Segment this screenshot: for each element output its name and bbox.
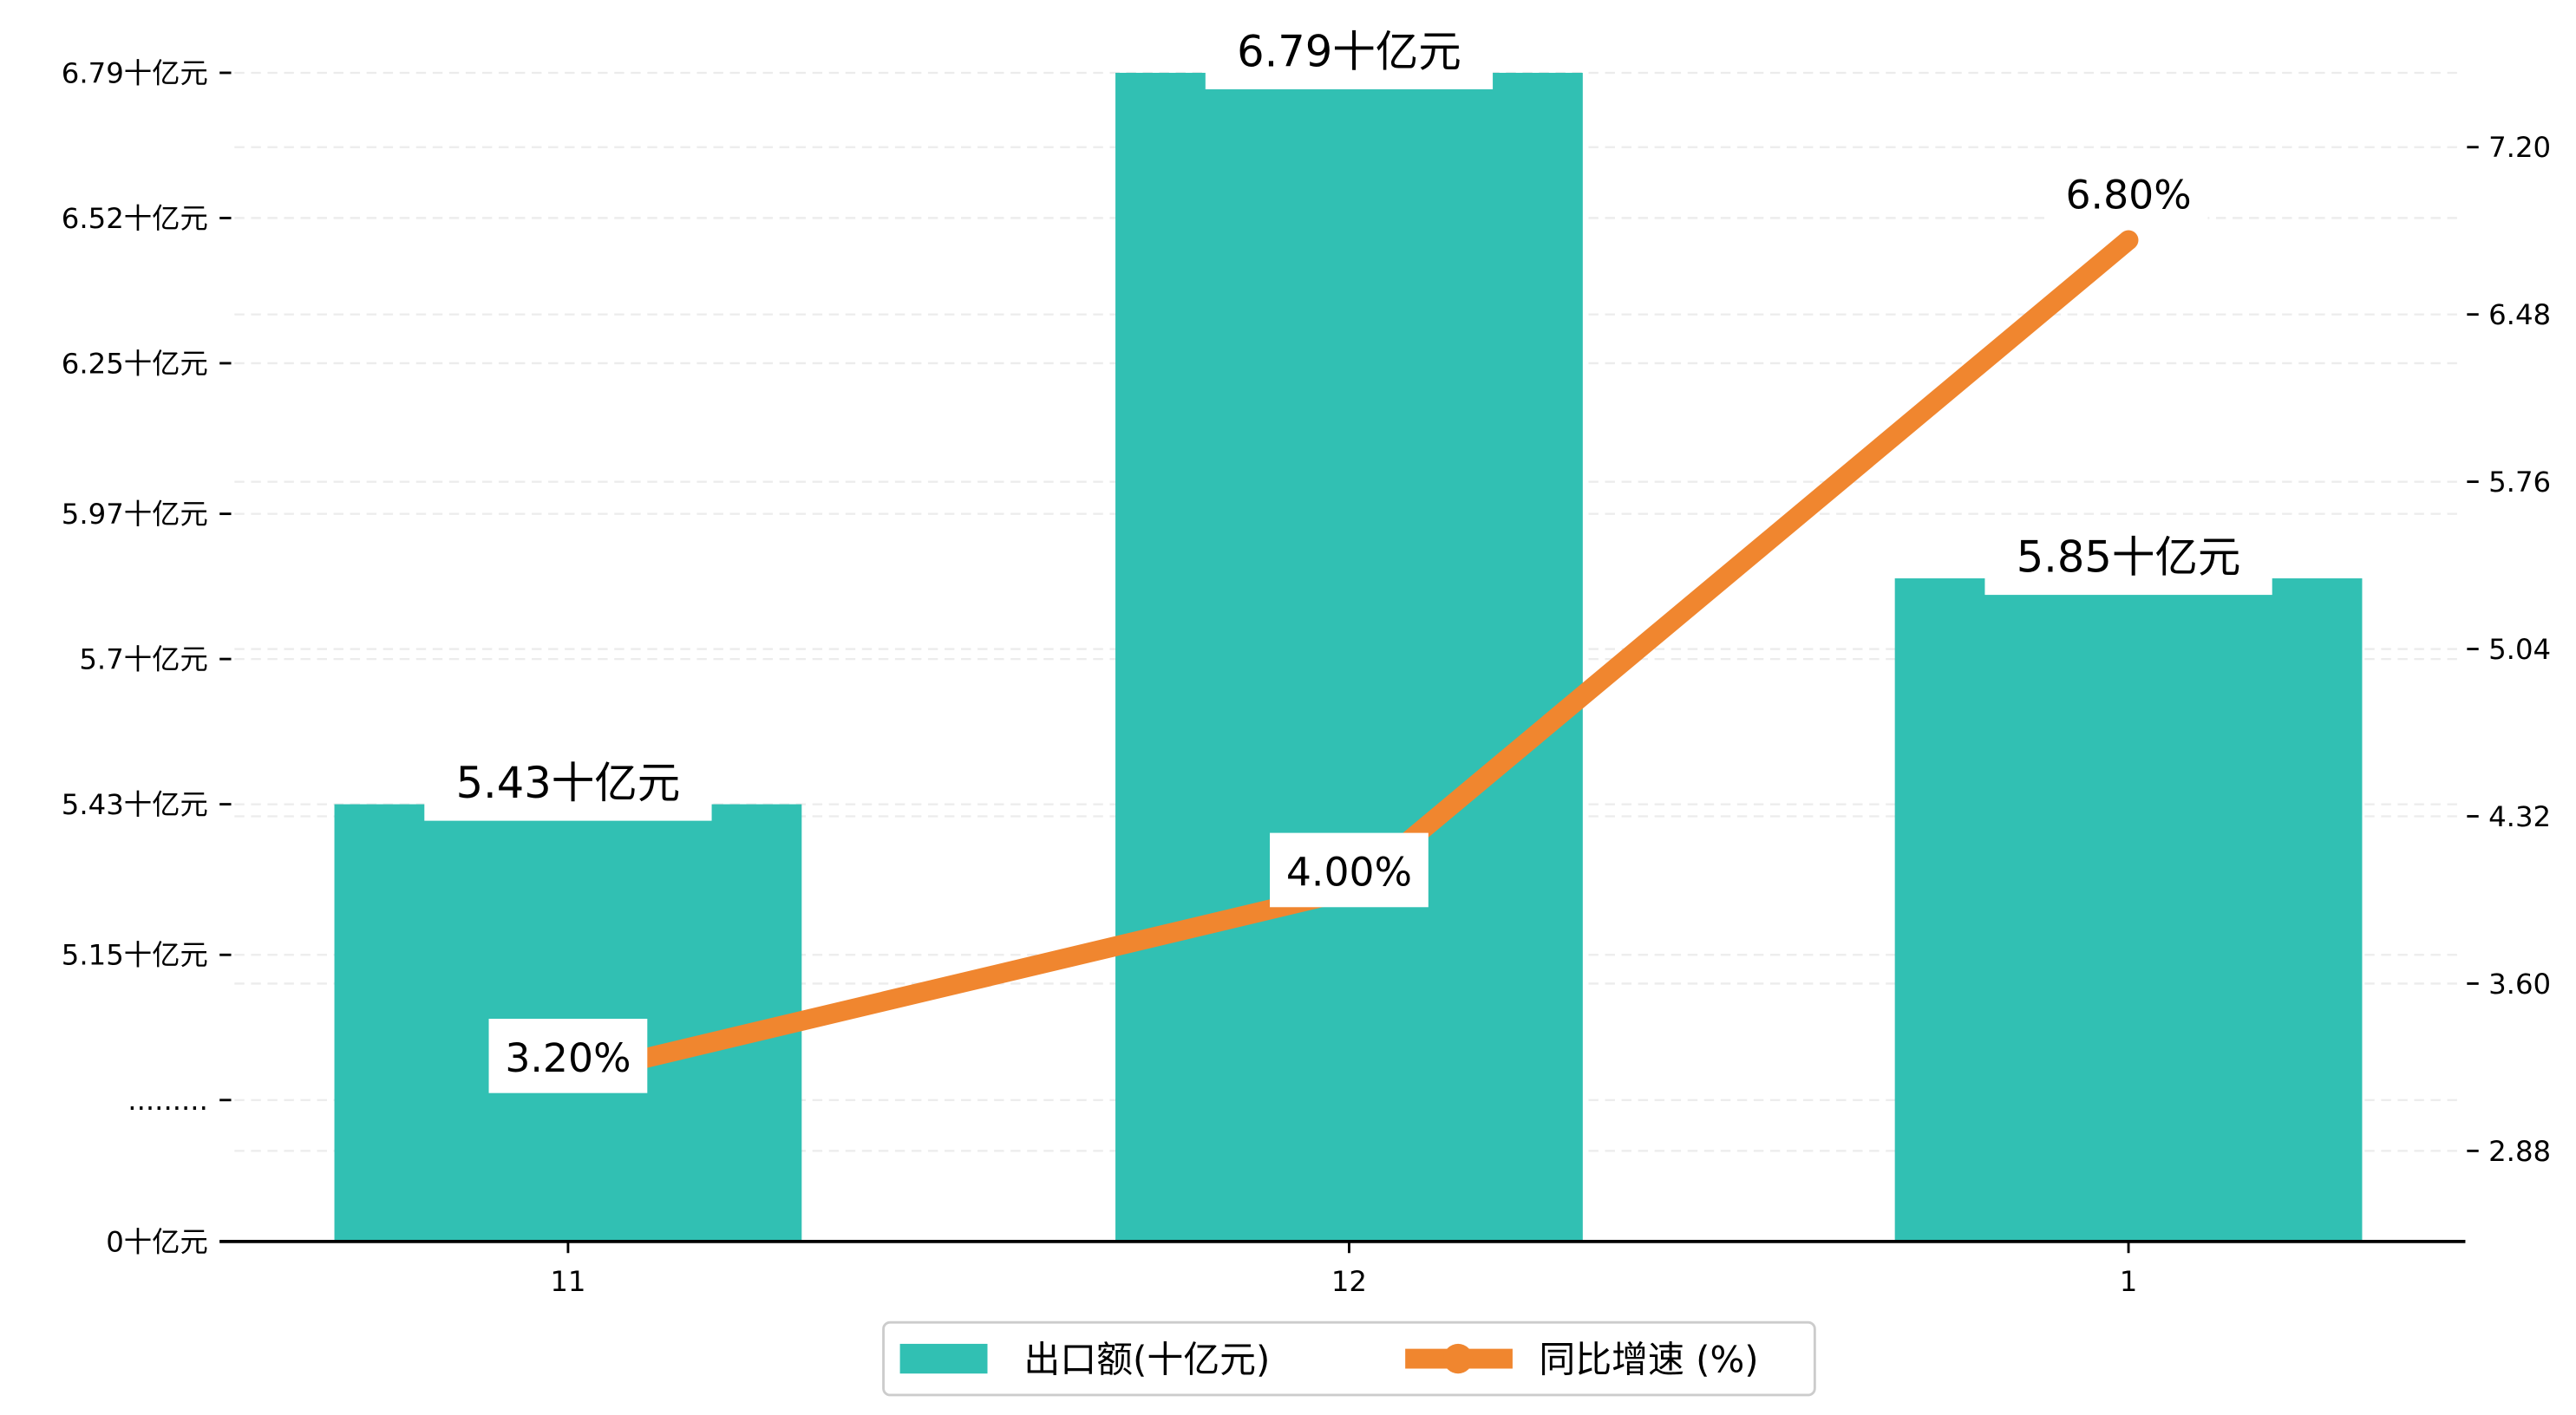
left-tick-label: 5.15十亿元 bbox=[62, 939, 208, 972]
right-tick-label: 7.20 bbox=[2488, 131, 2551, 164]
bar-label-bg bbox=[1984, 528, 2272, 596]
legend-bar-swatch bbox=[899, 1343, 988, 1374]
x-tick-label: 12 bbox=[1331, 1265, 1367, 1298]
left-tick-label: 5.43十亿元 bbox=[62, 788, 208, 821]
line-value-label: 3.20% bbox=[505, 1035, 631, 1081]
bar-value-label: 5.43十亿元 bbox=[456, 758, 681, 808]
right-tick-label: 4.32 bbox=[2488, 800, 2551, 833]
x-tick-label: 1 bbox=[2120, 1265, 2138, 1298]
right-tick-label: 5.04 bbox=[2488, 633, 2551, 666]
line-label-bg bbox=[1270, 832, 1429, 908]
line-label-bg bbox=[488, 1018, 648, 1093]
bar-12 bbox=[1115, 72, 1583, 1242]
left-tick-label: 5.7十亿元 bbox=[79, 643, 208, 676]
left-tick-label: 6.79十亿元 bbox=[62, 56, 208, 89]
right-tick-label: 5.76 bbox=[2488, 466, 2551, 499]
legend-line-label: 同比增速 (%) bbox=[1539, 1338, 1758, 1380]
left-tick-label: 0十亿元 bbox=[106, 1225, 208, 1258]
legend-line-marker bbox=[1442, 1343, 1474, 1374]
legend-box bbox=[882, 1320, 1816, 1397]
right-tick-label: 6.48 bbox=[2488, 298, 2551, 331]
bar-label-bg bbox=[1205, 23, 1494, 90]
left-tick-label: 6.25十亿元 bbox=[62, 347, 208, 380]
line-value-label: 4.00% bbox=[1286, 850, 1412, 896]
axes: 6.79十亿元 6.52十亿元 6.25十亿元 5.97十亿元 5.7十亿元 5.43十亿… bbox=[62, 56, 2551, 1298]
data-labels: 5.43十亿元 6.79十亿元 5.85十亿元 3.20% 4.00% 6.80% bbox=[424, 23, 2272, 1093]
right-tick-label: 2.88 bbox=[2488, 1135, 2551, 1168]
left-tick-label: 5.97十亿元 bbox=[62, 498, 208, 531]
x-tick-label: 11 bbox=[550, 1265, 585, 1298]
bar-1 bbox=[1894, 578, 2363, 1242]
line-label-bg bbox=[2049, 155, 2208, 231]
left-tick-label: 6.52十亿元 bbox=[62, 202, 208, 235]
left-tick-label: ......... bbox=[127, 1084, 208, 1117]
right-tick-label: 3.60 bbox=[2488, 968, 2551, 1001]
legend: 出口额(十亿元) 同比增速 (%) bbox=[882, 1320, 1816, 1397]
line-value-label: 6.80% bbox=[2065, 173, 2191, 218]
bar-value-label: 6.79十亿元 bbox=[1237, 26, 1461, 76]
bar-label-bg bbox=[424, 754, 712, 821]
bar-value-label: 5.85十亿元 bbox=[2017, 531, 2241, 582]
legend-bar-label: 出口额(十亿元) bbox=[1023, 1338, 1270, 1380]
growth-point-1 bbox=[2118, 230, 2139, 251]
